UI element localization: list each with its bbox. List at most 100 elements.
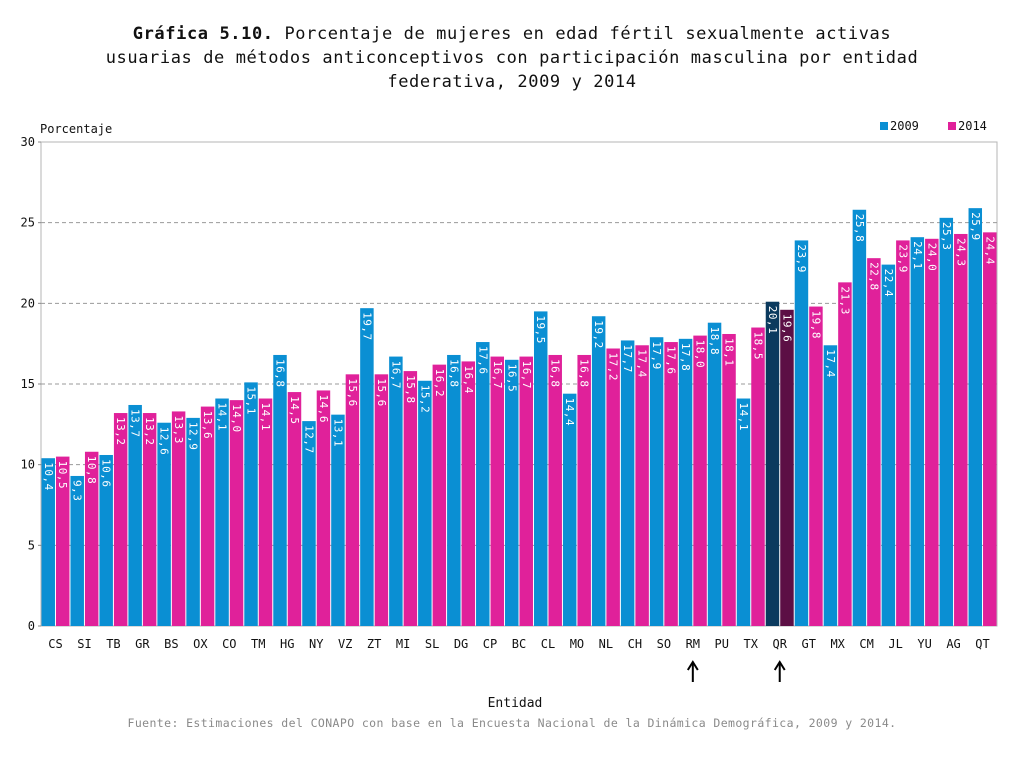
legend-swatch-2014 bbox=[948, 122, 956, 130]
data-label-2009-co: 14,1 bbox=[216, 403, 229, 432]
bar-2009-yu bbox=[910, 237, 925, 627]
bar-2009-cs bbox=[41, 458, 55, 626]
bar-2014-nl bbox=[606, 348, 620, 626]
bar-2009-tx bbox=[736, 398, 751, 626]
data-label-2014-ox: 13,6 bbox=[201, 411, 214, 440]
data-label-2009-bc: 16,5 bbox=[505, 364, 518, 393]
bar-2014-tm bbox=[258, 398, 273, 626]
y-axis-label: Porcentaje bbox=[40, 122, 112, 136]
y-tick-label: 15 bbox=[21, 377, 35, 391]
data-label-2014-so: 17,6 bbox=[665, 346, 678, 375]
data-label-2009-tm: 15,1 bbox=[245, 386, 258, 415]
bar-2014-gr bbox=[142, 413, 157, 626]
data-label-2014-mx: 21,3 bbox=[838, 286, 851, 315]
legend: 2009 2014 bbox=[880, 119, 987, 133]
data-label-2014-mo: 16,8 bbox=[578, 359, 591, 388]
data-label-2014-zt: 15,6 bbox=[375, 378, 388, 407]
bar-2009-so bbox=[649, 337, 664, 626]
data-label-2009-sl: 15,2 bbox=[418, 385, 431, 414]
chart-title-number: Gráfica 5.10. bbox=[132, 24, 274, 44]
x-tick-label: TB bbox=[106, 637, 120, 651]
bar-2014-so bbox=[664, 342, 678, 626]
bar-2009-tb bbox=[99, 454, 113, 626]
bar-2014-hg bbox=[287, 392, 302, 626]
data-label-2009-ag: 25,3 bbox=[940, 222, 953, 251]
data-label-2009-qr: 20,1 bbox=[766, 306, 779, 335]
data-label-2009-ch: 17,7 bbox=[621, 344, 634, 373]
x-tick-label: NY bbox=[309, 637, 324, 651]
bar-2014-mx bbox=[838, 282, 852, 626]
x-tick-label: CS bbox=[48, 637, 62, 651]
arrow-up-icon bbox=[686, 660, 699, 682]
arrow-head bbox=[773, 660, 786, 671]
x-tick-label: ZT bbox=[367, 637, 381, 651]
data-label-2009-ny: 12,7 bbox=[302, 425, 315, 454]
data-label-2014-tx: 18,5 bbox=[752, 332, 765, 361]
chart-title-line2: usuarias de métodos anticonceptivos con … bbox=[105, 48, 919, 68]
bar-2014-ny bbox=[316, 390, 331, 626]
data-label-2014-nl: 17,2 bbox=[607, 353, 620, 382]
data-label-2014-gr: 13,2 bbox=[143, 417, 156, 446]
bar-2009-qr bbox=[765, 301, 780, 626]
data-label-2009-yu: 24,1 bbox=[911, 241, 924, 269]
data-label-2014-tb: 13,2 bbox=[114, 417, 127, 446]
x-tick-label: PU bbox=[715, 637, 729, 651]
data-label-2009-tx: 14,1 bbox=[737, 403, 750, 432]
x-tick-label: SL bbox=[425, 637, 439, 651]
data-label-2014-ny: 14,6 bbox=[317, 394, 330, 423]
bar-2009-dg bbox=[447, 354, 461, 626]
x-tick-label: TM bbox=[251, 637, 265, 651]
bar-2014-mi bbox=[403, 371, 418, 626]
data-label-2009-mi: 16,7 bbox=[389, 361, 402, 390]
bar-2014-bs bbox=[171, 411, 186, 626]
bar-2014-vz bbox=[345, 374, 360, 626]
bar-2014-sl bbox=[432, 364, 447, 626]
x-tick-label: RM bbox=[686, 637, 700, 651]
y-tick-label: 5 bbox=[28, 538, 35, 552]
x-tick-label: BC bbox=[512, 637, 526, 651]
data-label-2014-qr: 19,6 bbox=[780, 314, 793, 343]
bar-2009-cp bbox=[476, 342, 490, 626]
data-label-2009-so: 17,9 bbox=[650, 341, 663, 370]
bar-2014-ag bbox=[954, 233, 968, 626]
x-tick-label: HG bbox=[280, 637, 294, 651]
x-tick-label: CH bbox=[628, 637, 642, 651]
x-tick-label: OX bbox=[193, 637, 208, 651]
data-label-2009-cl: 19,5 bbox=[534, 315, 547, 344]
data-label-2014-tm: 14,1 bbox=[259, 403, 272, 432]
data-label-2014-jl: 23,9 bbox=[896, 244, 909, 273]
data-label-2014-pu: 18,1 bbox=[723, 338, 736, 367]
x-tick-label: CO bbox=[222, 637, 236, 651]
data-label-2014-cs: 10,5 bbox=[56, 461, 69, 490]
data-label-2014-ch: 17,4 bbox=[636, 349, 649, 378]
bar-2014-qt bbox=[983, 232, 997, 626]
arrow-head bbox=[686, 660, 699, 671]
arrow-up-icon bbox=[773, 660, 786, 682]
data-label-2014-ag: 24,3 bbox=[954, 238, 967, 267]
data-label-2014-qt: 24,4 bbox=[983, 236, 996, 265]
data-label-2009-cs: 10,4 bbox=[42, 462, 55, 491]
bar-2009-cm bbox=[852, 209, 867, 626]
x-tick-label: MO bbox=[570, 637, 584, 651]
x-tick-label: QT bbox=[975, 637, 989, 651]
chart-title-line3: federativa, 2009 y 2014 bbox=[387, 72, 637, 92]
bar-2014-dg bbox=[461, 361, 476, 626]
y-tick-label: 20 bbox=[21, 296, 35, 310]
data-label-2009-ox: 12,9 bbox=[187, 422, 200, 451]
data-label-2014-vz: 15,6 bbox=[346, 378, 359, 407]
data-label-2009-nl: 19,2 bbox=[592, 320, 605, 349]
bar-2009-mi bbox=[389, 356, 403, 626]
data-label-2014-sl: 16,2 bbox=[433, 369, 446, 398]
bar-2009-mx bbox=[823, 345, 838, 626]
data-label-2009-cm: 25,8 bbox=[853, 214, 866, 243]
bar-2009-ch bbox=[620, 340, 635, 626]
bar-2009-rm bbox=[678, 338, 693, 626]
x-tick-label: SI bbox=[77, 637, 91, 651]
data-label-2009-pu: 18,8 bbox=[708, 327, 721, 356]
data-label-2014-co: 14,0 bbox=[230, 404, 243, 433]
x-tick-label: DG bbox=[454, 637, 468, 651]
bar-2009-vz bbox=[331, 414, 345, 626]
bar-2009-jl bbox=[881, 264, 896, 626]
x-tick-label: TX bbox=[744, 637, 759, 651]
data-label-2014-bc: 16,7 bbox=[520, 361, 533, 390]
